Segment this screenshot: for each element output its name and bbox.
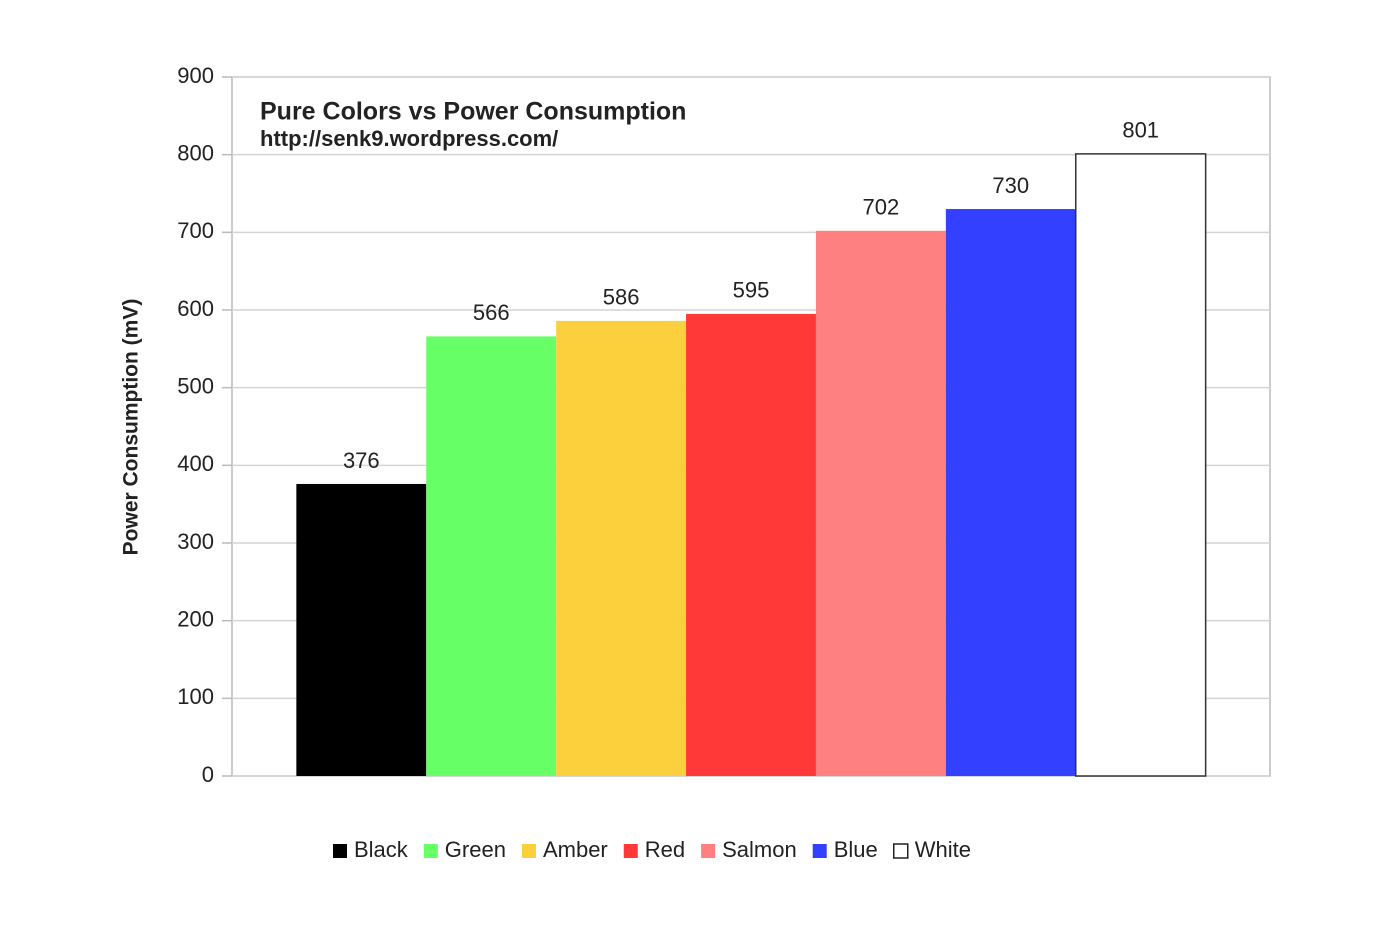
y-tick-label: 300 <box>177 529 214 554</box>
y-tick-label: 0 <box>202 762 214 787</box>
legend-label: Black <box>354 837 409 862</box>
bar <box>296 483 427 776</box>
chart-title: Pure Colors vs Power Consumption <box>260 98 686 126</box>
legend-label: White <box>915 837 971 862</box>
bar <box>945 209 1076 777</box>
legend-swatch <box>423 844 438 858</box>
legend-swatch <box>521 844 536 858</box>
bars <box>296 153 1207 777</box>
legend-label: Salmon <box>722 837 797 862</box>
legend-label: Blue <box>834 837 878 862</box>
bar <box>1074 153 1207 777</box>
chart-subtitle: http://senk9.wordpress.com/ <box>260 126 558 151</box>
data-label: 586 <box>603 285 640 310</box>
data-label: 702 <box>863 195 900 220</box>
y-tick-label: 800 <box>177 140 214 165</box>
legend-label: Green <box>445 837 506 862</box>
y-tick-label: 600 <box>177 296 214 321</box>
legend-label: Amber <box>543 837 608 862</box>
legend-swatch <box>333 844 347 858</box>
data-label: 730 <box>992 173 1029 198</box>
legend-swatch <box>623 844 638 858</box>
bar <box>426 336 557 776</box>
bar <box>556 320 687 776</box>
bar <box>815 230 946 776</box>
data-label: 376 <box>343 448 380 473</box>
legend: Black Green Amber Red Salmon Blue White <box>333 837 971 862</box>
y-tick-label: 400 <box>177 451 214 476</box>
y-tick-label: 700 <box>177 218 214 243</box>
legend-swatch <box>701 844 716 858</box>
y-axis-label: Power Consumption (mV) <box>120 299 143 556</box>
data-label: 566 <box>473 300 510 325</box>
data-label: 801 <box>1122 118 1159 143</box>
bar <box>686 313 816 776</box>
data-label: 595 <box>733 278 770 303</box>
legend-swatch <box>812 844 827 858</box>
legend-swatch <box>893 843 909 859</box>
legend-label: Red <box>645 837 685 862</box>
y-tick-label: 100 <box>177 684 214 709</box>
y-tick-label: 200 <box>177 606 214 631</box>
y-tick-label: 500 <box>177 373 214 398</box>
y-tick-label: 900 <box>177 63 214 88</box>
